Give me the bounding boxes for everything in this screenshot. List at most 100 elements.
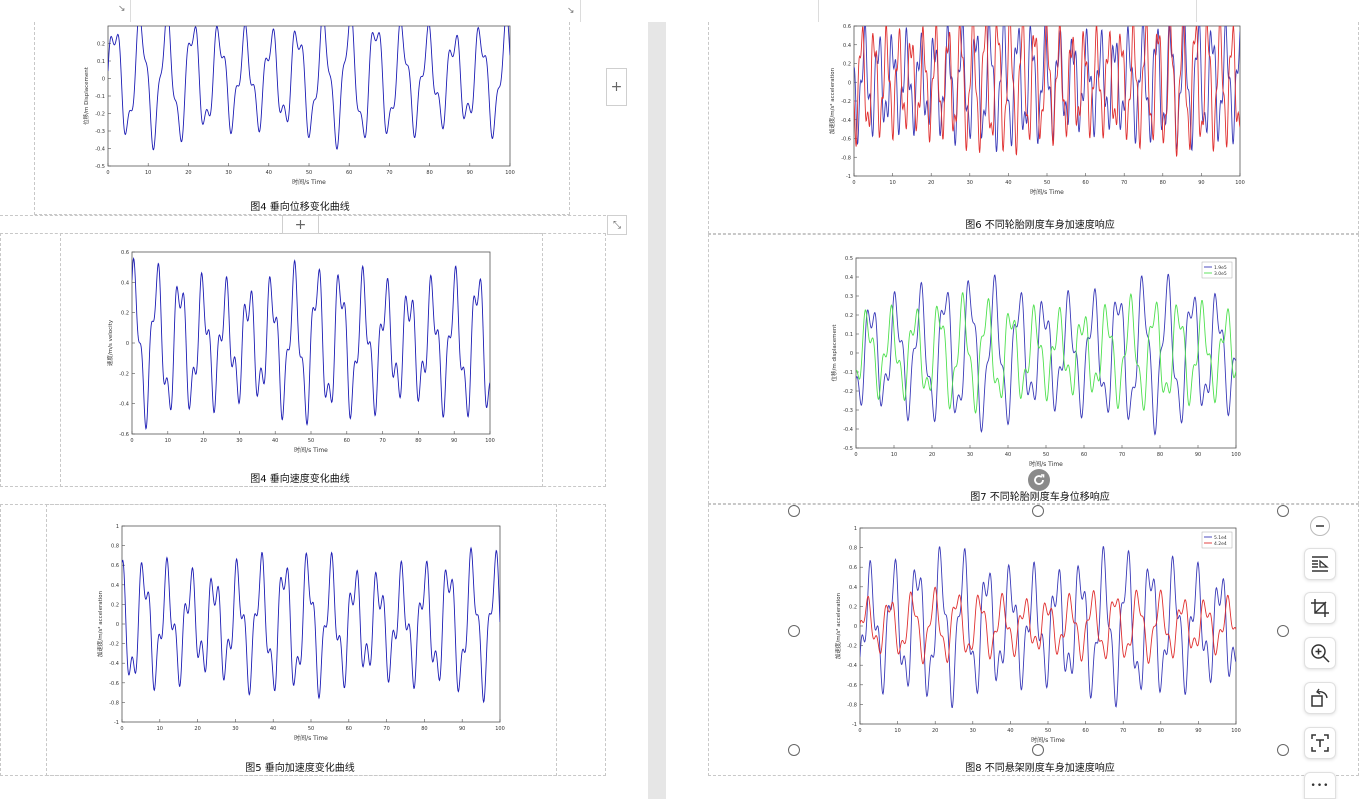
series-line bbox=[856, 292, 1236, 414]
table-cell bbox=[34, 22, 570, 215]
figure-caption: 图4 垂向位移变化曲线 bbox=[250, 202, 350, 213]
x-tick-label: 70 bbox=[383, 726, 389, 732]
y-tick-label: 0.4 bbox=[845, 275, 853, 281]
x-tick-label: 90 bbox=[459, 726, 465, 732]
resize-table-button[interactable]: ⤡ bbox=[607, 215, 627, 235]
tire-stiffness-acceleration-chart[interactable]: 0 10 20 30 40 50 60 70 80 90 100 -1 -0.8 -0.6 -0.4 -0.2… bbox=[826, 22, 1250, 198]
y-tick-label: 0.6 bbox=[121, 250, 129, 256]
ocr-button[interactable] bbox=[1304, 727, 1336, 759]
y-tick-label: 0 bbox=[126, 341, 129, 347]
series-line bbox=[122, 546, 500, 704]
y-tick-label: -0.4 bbox=[119, 402, 129, 408]
expand-corner-icon[interactable]: ↘ bbox=[118, 4, 126, 14]
resize-handle[interactable] bbox=[788, 625, 800, 637]
rotate-handle[interactable] bbox=[1028, 469, 1050, 491]
figure-caption: 图6 不同轮胎刚度车身加速度响应 bbox=[965, 220, 1115, 231]
tire-stiffness-displacement-chart[interactable]: 0 10 20 30 40 50 60 70 80 90 100 -0.5 -0.4 -0.3 -0.2 -0… bbox=[828, 254, 1246, 470]
velocity-chart[interactable]: 0 10 20 30 40 50 60 70 80 90 100 -0.6 -0.4 -0.2 0 0.2 0.… bbox=[104, 248, 500, 456]
x-tick-label: 20 bbox=[200, 438, 206, 444]
x-tick-label: 10 bbox=[165, 438, 171, 444]
resize-handle[interactable] bbox=[1032, 744, 1044, 756]
x-tick-label: 40 bbox=[1005, 180, 1011, 186]
ruler-divider bbox=[818, 0, 819, 22]
figure-caption: 图4 垂向速度变化曲线 bbox=[250, 474, 350, 485]
y-tick-label: 0.8 bbox=[849, 546, 857, 552]
y-tick-label: 0.6 bbox=[849, 565, 857, 571]
y-tick-label: -0.3 bbox=[843, 408, 853, 414]
resize-handle[interactable] bbox=[788, 505, 800, 517]
y-axis-label: 位移/m displacement bbox=[830, 324, 838, 382]
x-tick-label: 60 bbox=[1082, 728, 1088, 734]
resize-handle[interactable] bbox=[1277, 505, 1289, 517]
y-tick-label: 0.4 bbox=[843, 43, 851, 49]
displacement-chart[interactable]: 0 10 20 30 40 50 60 70 80 90 100 -0.5 -0.4 -0.3 -0.2 -0… bbox=[80, 22, 520, 188]
x-tick-label: 30 bbox=[967, 180, 973, 186]
x-tick-label: 50 bbox=[308, 726, 314, 732]
y-tick-label: -1 bbox=[846, 174, 851, 180]
resize-handle[interactable] bbox=[1277, 744, 1289, 756]
x-tick-label: 80 bbox=[421, 726, 427, 732]
top-ruler-bar: ↘ ↘ bbox=[0, 0, 1359, 23]
y-tick-label: 0.3 bbox=[845, 294, 853, 300]
x-tick-label: 60 bbox=[344, 438, 350, 444]
legend-box bbox=[1201, 531, 1233, 549]
more-icon: ••• bbox=[1310, 780, 1330, 791]
x-tick-label: 70 bbox=[386, 170, 392, 176]
y-tick-label: 0 bbox=[854, 624, 857, 630]
figure-caption: 图7 不同轮胎刚度车身位移响应 bbox=[970, 492, 1110, 503]
plot-frame bbox=[107, 25, 511, 167]
x-tick-label: 40 bbox=[270, 726, 276, 732]
chart-svg: 0 10 20 30 40 50 60 70 80 90 100-1-0.8-0.6-0.4-0.2… bbox=[96, 524, 505, 742]
figure-caption: 图8 不同悬架刚度车身加速度响应 bbox=[965, 763, 1115, 774]
y-tick-label: -0.1 bbox=[843, 370, 853, 376]
resize-handle[interactable] bbox=[1277, 625, 1289, 637]
y-axis-label: 速度/m/s velocity bbox=[106, 319, 114, 366]
minus-button[interactable] bbox=[1310, 516, 1330, 536]
series-line bbox=[854, 26, 1240, 157]
plot-frame bbox=[859, 527, 1237, 725]
y-tick-label: -0.8 bbox=[109, 700, 119, 706]
text-wrap-button[interactable] bbox=[1304, 548, 1336, 580]
y-tick-label: -0.2 bbox=[109, 642, 119, 648]
rotate-button[interactable] bbox=[1304, 682, 1336, 714]
y-tick-label: 0.2 bbox=[111, 602, 119, 608]
x-tick-label: 10 bbox=[145, 170, 151, 176]
add-row-button[interactable]: + bbox=[606, 68, 627, 106]
crop-button[interactable] bbox=[1304, 592, 1336, 624]
acceleration-chart[interactable]: 0 10 20 30 40 50 60 70 80 90 100 -1 -0.8 -0.6 -0.4 -0.2… bbox=[94, 522, 510, 744]
x-tick-label: 20 bbox=[185, 170, 191, 176]
x-tick-label: 0 bbox=[852, 180, 855, 186]
x-axis-label: 时间/s Time bbox=[1031, 736, 1065, 744]
zoom-in-button[interactable] bbox=[1304, 637, 1336, 669]
suspension-stiffness-acceleration-chart[interactable]: 0 10 20 30 40 50 60 70 80 90 100 -1 -0.8 -0.6 -0.4 -0.2… bbox=[832, 524, 1246, 746]
y-tick-label: 0.8 bbox=[111, 544, 119, 550]
y-tick-label: -0.4 bbox=[841, 118, 851, 124]
legend-box bbox=[1201, 261, 1233, 279]
resize-handle[interactable] bbox=[788, 744, 800, 756]
x-tick-label: 70 bbox=[379, 438, 385, 444]
expand-corner-icon[interactable]: ↘ bbox=[567, 6, 575, 16]
y-tick-label: 0.2 bbox=[849, 604, 857, 610]
y-tick-label: 0.5 bbox=[845, 256, 853, 262]
x-tick-label: 10 bbox=[891, 452, 897, 458]
y-axis-label: 加速度/m/s² acceleration bbox=[828, 67, 836, 134]
y-tick-label: -0.6 bbox=[841, 137, 851, 143]
x-axis-label: 时间/s Time bbox=[294, 734, 328, 742]
ocr-icon bbox=[1311, 734, 1329, 752]
chart-svg: 0 10 20 30 40 50 60 70 80 90 100 -0.5 -0.4 -0.3 -0.2 -0… bbox=[82, 25, 515, 186]
x-tick-label: 90 bbox=[1198, 180, 1204, 186]
y-tick-label: -0.5 bbox=[843, 446, 853, 452]
page-gutter bbox=[648, 22, 666, 799]
plot-frame bbox=[121, 525, 501, 723]
series-line bbox=[108, 26, 510, 151]
x-tick-label: 80 bbox=[1158, 728, 1164, 734]
y-tick-label: -0.5 bbox=[95, 164, 105, 170]
x-tick-label: 10 bbox=[157, 726, 163, 732]
legend-label: 5.1e4 bbox=[1214, 535, 1227, 541]
resize-handle[interactable] bbox=[1032, 505, 1044, 517]
y-tick-label: 0.4 bbox=[111, 583, 119, 589]
add-row-button[interactable]: + bbox=[282, 215, 319, 234]
y-tick-label: -0.3 bbox=[95, 129, 105, 135]
y-axis-label: 位移/m Displacement bbox=[82, 66, 90, 125]
more-button[interactable]: ••• bbox=[1304, 772, 1336, 799]
